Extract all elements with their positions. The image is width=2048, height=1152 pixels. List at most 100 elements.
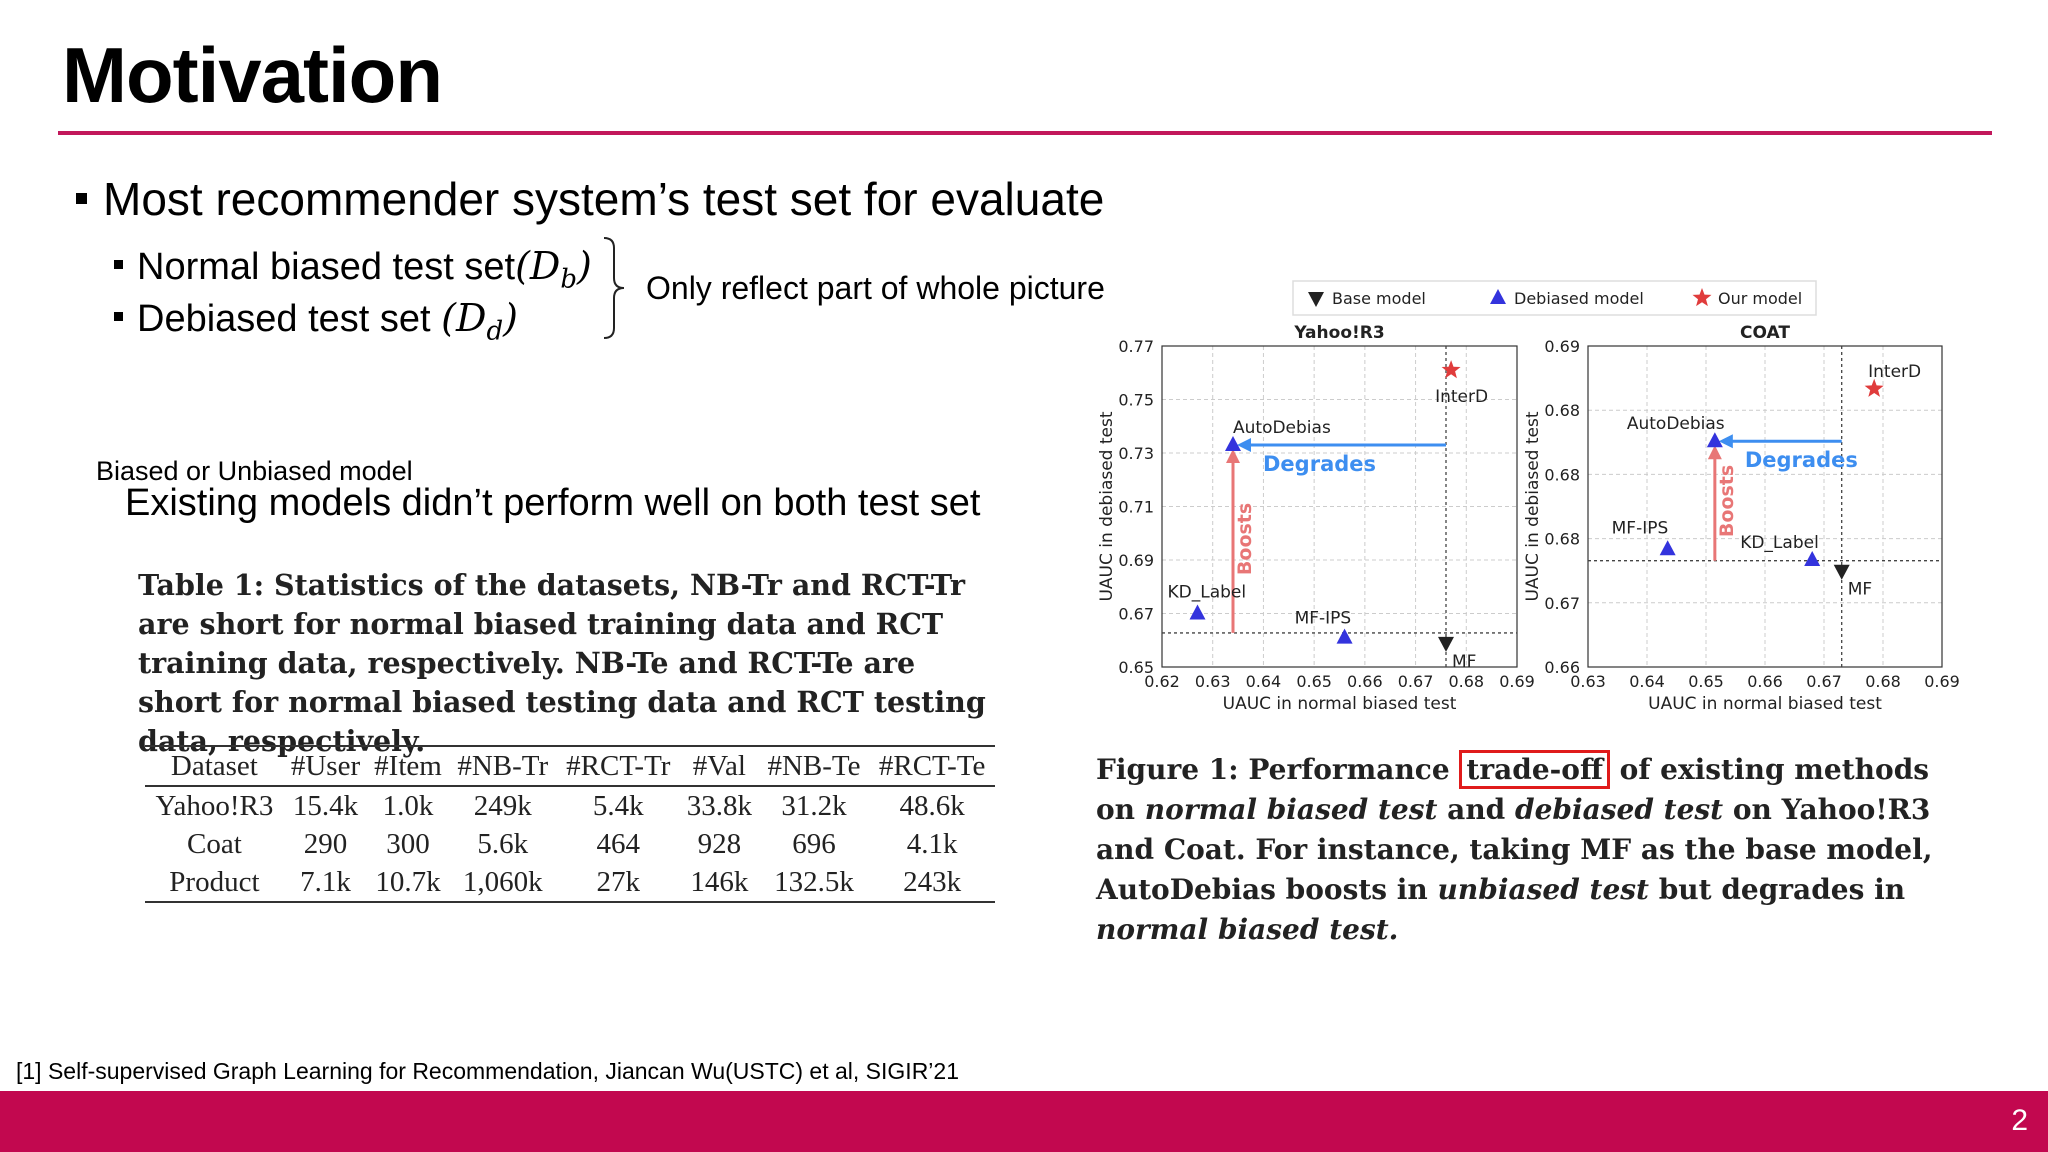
point-autodebias <box>1706 432 1723 448</box>
table-cell: 132.5k <box>774 865 854 898</box>
table-row: Coat 290 300 5.6k 464 928 696 4.1k <box>145 825 995 863</box>
x-tick-label: 0.65 <box>1296 672 1332 691</box>
point-label: MF-IPS <box>1612 518 1669 538</box>
footnote-reference: [1] Self-supervised Graph Learning for R… <box>16 1058 959 1084</box>
x-tick-label: 0.66 <box>1347 672 1383 691</box>
y-axis-label: UAUC in debiased test <box>1097 411 1117 601</box>
point-kd-label <box>1804 551 1821 566</box>
main-bullet-text: Most recommender system’s test set for e… <box>103 173 1105 225</box>
point-mf-ips <box>1336 628 1353 644</box>
x-axis-label: UAUC in normal biased test <box>1223 694 1457 714</box>
point-label: MF <box>1848 580 1872 600</box>
table-row: Product 7.1k 10.7k 1,060k 27k 146k 132.5… <box>145 863 995 902</box>
table-cell: 33.8k <box>686 789 752 822</box>
table-cell: 928 <box>697 827 742 860</box>
table-cell: 300 <box>386 827 430 860</box>
slide-title: Motivation <box>62 31 443 119</box>
main-bullet: Most recommender system’s test set for e… <box>76 172 1104 226</box>
header-cell: #Val <box>692 749 746 782</box>
bullet-marker <box>114 260 123 270</box>
point-mf <box>1833 564 1850 580</box>
degrades-arrowhead <box>1237 437 1251 452</box>
header-cell: Dataset <box>170 749 258 782</box>
plot-frame <box>1161 345 1518 668</box>
x-tick-label: 0.67 <box>1398 672 1434 691</box>
y-tick-label: 0.77 <box>1118 337 1154 356</box>
x-tick-label: 0.64 <box>1246 672 1282 691</box>
y-tick-label: 0.71 <box>1118 498 1154 517</box>
table-cell: Coat <box>187 827 242 860</box>
y-tick-label: 0.67 <box>1118 605 1154 624</box>
model-label: Biased or Unbiased model <box>96 456 413 486</box>
x-tick-label: 0.62 <box>1144 672 1180 691</box>
y-axis-label: UAUC in debiased test <box>1523 411 1543 601</box>
x-tick-label: 0.68 <box>1448 672 1484 691</box>
bullet-marker <box>76 193 87 205</box>
boosts-label: Boosts <box>1716 465 1738 537</box>
table-cell: 243k <box>903 865 962 898</box>
table-cell: 1.0k <box>382 789 434 822</box>
y-tick-label: 0.73 <box>1118 444 1154 463</box>
x-tick-label: 0.67 <box>1806 672 1842 691</box>
legend-marker-star <box>1692 288 1712 307</box>
header-cell: #NB-Tr <box>457 749 549 782</box>
panel-title: Yahoo!R3 <box>1293 323 1384 343</box>
y-tick-label: 0.69 <box>1118 551 1154 570</box>
legend-marker-triangle-up <box>1490 289 1506 304</box>
plot-frame <box>1587 345 1943 668</box>
panel-title: COAT <box>1740 323 1790 343</box>
x-axis-label: UAUC in normal biased test <box>1648 694 1882 714</box>
table-cell: 249k <box>473 789 532 822</box>
table-cell: 146k <box>690 865 749 898</box>
header-cell: #User <box>290 749 361 782</box>
point-label: KD_Label <box>1168 583 1247 603</box>
table-caption: Table 1: Statistics of the datasets, NB-… <box>138 568 986 758</box>
header-cell: #NB-Te <box>767 749 861 782</box>
table-row: Yahoo!R3 15.4k 1.0k 249k 5.4k 33.8k 31.2… <box>145 786 995 825</box>
table-cell: 15.4k <box>292 789 359 822</box>
sub-bullet-debiased-text: Debiased test set <box>137 298 442 340</box>
x-tick-label: 0.64 <box>1629 672 1665 691</box>
table-cell: 27k <box>596 865 641 898</box>
sub-bullet-normal: Normal biased test set(Db) <box>114 244 592 295</box>
table-cell: 1,060k <box>462 865 543 898</box>
point-mf <box>1438 636 1454 652</box>
x-tick-label: 0.63 <box>1570 672 1606 691</box>
point-label: AutoDebias <box>1233 418 1331 438</box>
existing-models-statement: Existing models didn’t perform well on b… <box>125 482 981 524</box>
dataset-statistics-table: Dataset #User #Item #NB-Tr #RCT-Tr #Val … <box>145 745 995 903</box>
footer-bar <box>0 1091 2048 1152</box>
table-cell: 10.7k <box>375 865 441 898</box>
brace-annotation: Only reflect part of whole picture <box>646 270 1105 306</box>
y-tick-label: 0.66 <box>1544 658 1580 677</box>
legend-label: Our model <box>1718 289 1802 308</box>
table-cell: 48.6k <box>899 789 965 822</box>
page-number: 2 <box>2011 1104 2028 1137</box>
x-tick-label: 0.63 <box>1195 672 1231 691</box>
x-tick-label: 0.69 <box>1499 672 1535 691</box>
curly-brace <box>603 237 625 339</box>
tradeoff-highlight-box: trade-off <box>1459 750 1610 789</box>
legend-marker-triangle-down <box>1308 292 1324 307</box>
boosts-arrowhead <box>1226 448 1240 463</box>
y-tick-label: 0.68 <box>1544 465 1580 484</box>
table-cell: Product <box>169 865 260 898</box>
table-cell: 7.1k <box>300 865 351 898</box>
point-label: InterD <box>1435 387 1488 407</box>
chart-legend <box>1292 280 1817 316</box>
degrades-arrowhead <box>1718 434 1733 449</box>
table-cell: 464 <box>596 827 641 860</box>
title-underline <box>58 131 1992 135</box>
point-label: InterD <box>1868 362 1921 382</box>
y-tick-label: 0.69 <box>1544 337 1580 356</box>
scatter-panel-coat: 0.63 0.64 0.65 0.66 0.67 0.68 0.69 0.66 0.67 0.68… <box>1523 323 1960 714</box>
y-tick-label: 0.67 <box>1544 594 1580 613</box>
table-cell: 5.4k <box>592 789 644 822</box>
scatter-panel-yahoo-r3: 0.62 0.63 0.64 0.65 0.66 0.67 0.68 0.69 0.65 0.67… <box>1097 323 1535 714</box>
figure-caption: Figure 1: Performance trade-off of exist… <box>1096 750 1976 950</box>
math-symbol: (Dd) <box>441 296 518 347</box>
legend-label: Debiased model <box>1514 289 1644 308</box>
point-label: MF-IPS <box>1295 609 1352 629</box>
header-cell: #RCT-Te <box>878 749 986 782</box>
point-mf-ips <box>1659 540 1676 556</box>
